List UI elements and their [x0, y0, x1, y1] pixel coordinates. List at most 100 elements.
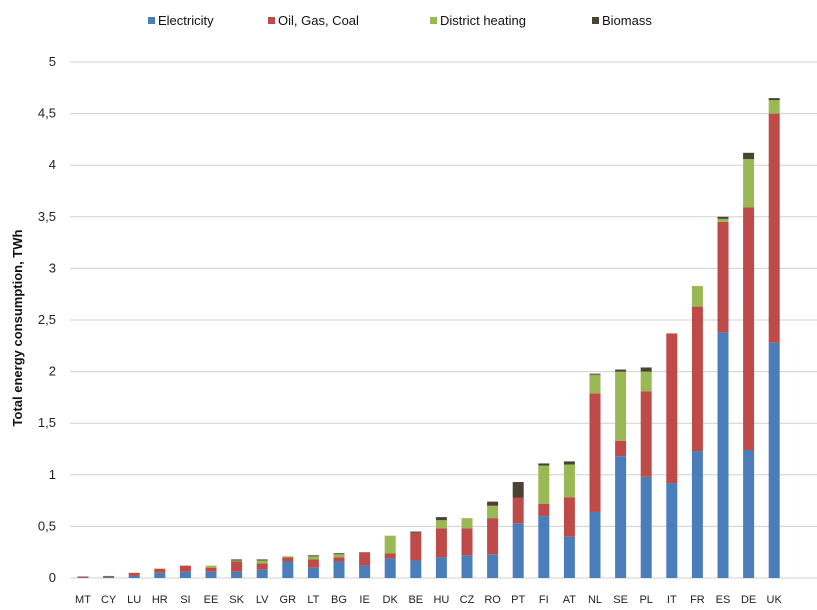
x-tick-label: CY — [101, 594, 117, 606]
bar-segment — [487, 505, 499, 519]
bar-segment — [359, 552, 371, 566]
bar-segment — [179, 565, 191, 572]
bar-segment — [435, 528, 447, 558]
x-tick-label: SK — [229, 594, 244, 606]
bar-segment — [768, 113, 780, 343]
bar-segment — [205, 571, 217, 578]
x-tick-label: FI — [539, 594, 549, 606]
bar-segment — [282, 556, 294, 558]
legend: Electricity Oil, Gas, Coal District heatin… — [148, 13, 652, 28]
y-tick-label: 5 — [49, 54, 56, 69]
bar-segment — [717, 216, 729, 219]
bar-segment — [461, 528, 473, 556]
bar-segment — [563, 536, 575, 578]
bar-segment — [256, 563, 268, 570]
bar-segment — [307, 567, 319, 578]
x-tick-label: LU — [127, 594, 141, 606]
bar-segment — [640, 371, 652, 392]
bar-segment — [691, 451, 703, 578]
y-tick-label: 4,5 — [38, 106, 56, 121]
bar-segment — [487, 501, 499, 506]
bar-segment — [333, 554, 345, 558]
bar-segment — [589, 374, 601, 394]
bar-segment — [487, 554, 499, 578]
bar-segment — [615, 456, 627, 578]
bar-segment — [538, 503, 550, 517]
bar-segment — [743, 152, 755, 160]
bar-segment — [205, 565, 217, 568]
bar-segment — [307, 555, 319, 557]
x-tick-label: MT — [75, 594, 91, 606]
bar-segment — [307, 559, 319, 568]
bar-segment — [384, 558, 396, 578]
x-tick-label: ES — [716, 594, 731, 606]
bar-segment — [128, 575, 140, 578]
bar-segment — [461, 518, 473, 529]
bar-segment — [179, 571, 191, 578]
x-tick-label: IT — [667, 594, 677, 606]
bar-segment — [128, 572, 140, 576]
legend-swatch — [268, 17, 275, 24]
bar-segment — [640, 476, 652, 578]
gridlines — [70, 61, 817, 579]
bar-segment — [615, 440, 627, 457]
bar-segment — [538, 465, 550, 504]
y-tick-label: 2,5 — [38, 312, 56, 327]
x-tick-label: HU — [433, 594, 449, 606]
bar-segment — [384, 535, 396, 554]
x-tick-label: NL — [588, 594, 602, 606]
y-tick-label: 1,5 — [38, 415, 56, 430]
bar-segment — [743, 159, 755, 208]
bar-segment — [717, 332, 729, 578]
bar-segment — [691, 306, 703, 452]
bar-segment — [256, 569, 268, 578]
bar-segment — [205, 567, 217, 572]
bar-segment — [461, 555, 473, 578]
bar-segment — [77, 576, 89, 578]
bar-segment — [307, 556, 319, 560]
bar-segment — [435, 517, 447, 521]
x-tick-label: BE — [408, 594, 423, 606]
bar-segment — [563, 497, 575, 537]
bar-segment — [589, 373, 601, 375]
bar-segment — [231, 559, 243, 561]
y-tick-label: 0 — [49, 570, 56, 585]
legend-label: Electricity — [158, 13, 214, 28]
bar-segment — [410, 532, 422, 561]
y-tick-label: 4 — [49, 157, 56, 172]
x-tick-label: SI — [180, 594, 190, 606]
bar-segment — [512, 482, 524, 498]
bar-segment — [282, 557, 294, 562]
bar-segment — [743, 450, 755, 578]
bar-segment — [512, 497, 524, 524]
bar-segment — [589, 393, 601, 512]
bar-segment — [691, 285, 703, 307]
y-axis-title: Total energy consumption, TWh — [10, 229, 25, 426]
x-tick-label: HR — [152, 594, 168, 606]
bar-segment — [435, 557, 447, 578]
y-axis: 0 0,5 1 1,5 2 2,5 3 3,5 4 4,5 5 — [38, 54, 56, 585]
bar-segment — [666, 333, 678, 484]
bar-segment — [538, 463, 550, 466]
bar-segment — [410, 560, 422, 578]
bar-segment — [717, 218, 729, 222]
bar-segment — [231, 571, 243, 578]
bar-segment — [640, 391, 652, 477]
x-tick-label: AT — [563, 594, 577, 606]
bar-segment — [487, 518, 499, 555]
bar-segment — [410, 531, 422, 533]
x-tick-label: PL — [639, 594, 652, 606]
bar-segment — [589, 511, 601, 578]
bar-segment — [640, 367, 652, 372]
legend-label: Biomass — [602, 13, 652, 28]
bar-segment — [154, 572, 166, 578]
legend-label: Oil, Gas, Coal — [278, 13, 359, 28]
bar-segment — [563, 464, 575, 498]
x-tick-label: BG — [331, 594, 347, 606]
bar-segment — [333, 553, 345, 555]
bar-segment — [256, 559, 268, 561]
bar-segment — [231, 560, 243, 562]
bar-segment — [666, 483, 678, 578]
bar-segment — [333, 561, 345, 578]
